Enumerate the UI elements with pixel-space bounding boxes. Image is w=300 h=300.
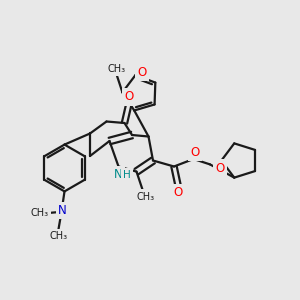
Text: CH₃: CH₃	[50, 231, 68, 241]
Text: O: O	[174, 186, 183, 200]
Text: O: O	[190, 146, 200, 159]
Text: N: N	[58, 204, 67, 217]
Text: O: O	[216, 161, 225, 175]
Text: CH₃: CH₃	[137, 191, 155, 202]
Text: CH₃: CH₃	[108, 64, 126, 74]
Text: O: O	[137, 66, 147, 79]
Text: H: H	[123, 170, 131, 180]
Text: N: N	[114, 168, 123, 182]
Text: CH₃: CH₃	[31, 208, 49, 218]
Text: O: O	[124, 90, 134, 104]
